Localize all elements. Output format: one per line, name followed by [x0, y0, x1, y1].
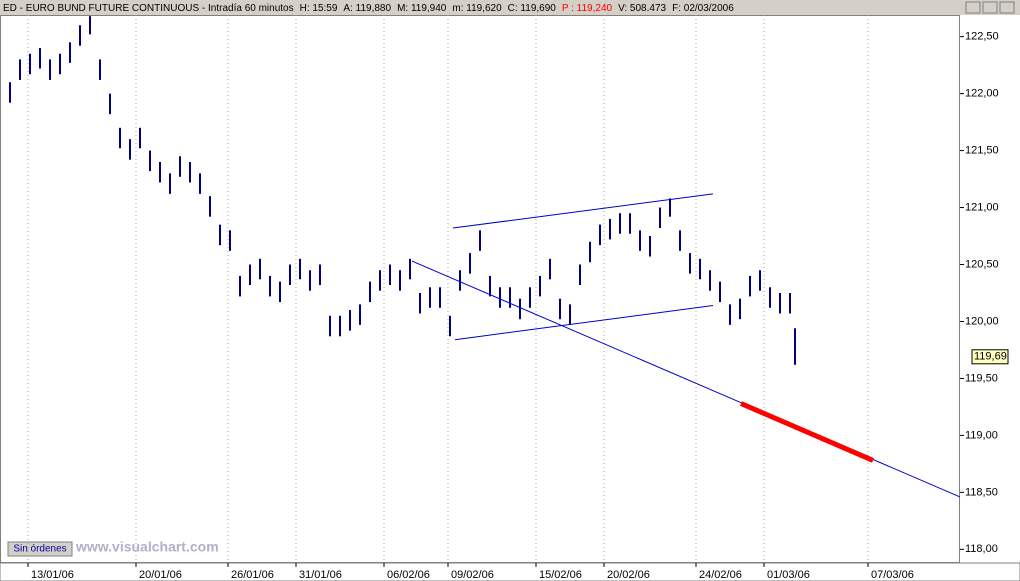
x-tick-label: 26/01/06 — [231, 569, 274, 581]
y-tick-label: 119,50 — [965, 372, 998, 384]
header-field: M: 119,940 — [397, 3, 447, 14]
orders-button[interactable] — [7, 541, 73, 557]
trend-line — [452, 193, 714, 229]
header-text: ED - EURO BUND FUTURE CONTINUOUS - Intra… — [3, 3, 734, 14]
header-field: A: 119,880 — [343, 3, 391, 14]
y-tick-label: 119,00 — [965, 429, 998, 441]
y-tick-label: 120,50 — [965, 258, 999, 270]
header-field: H: 15:59 — [300, 3, 338, 14]
trend-line — [740, 401, 874, 463]
x-axis-bar — [0, 562, 1020, 581]
y-tick-label: 122,50 — [965, 31, 999, 43]
y-tick-label: 118,50 — [965, 486, 998, 498]
header-field: F: 02/03/2006 — [672, 3, 734, 14]
header-title: ED - EURO BUND FUTURE CONTINUOUS - Intra… — [3, 3, 294, 14]
header-field: C: 119,690 — [508, 3, 557, 14]
y-tick-label: 121,00 — [965, 201, 999, 213]
x-tick-label: 15/02/06 — [539, 569, 582, 581]
x-tick-label: 06/02/06 — [387, 569, 430, 581]
y-tick-label: 120,00 — [965, 315, 999, 327]
watermark: www.visualchart.com — [75, 539, 219, 555]
close-button[interactable] — [999, 1, 1015, 14]
x-tick-label: 01/03/06 — [767, 569, 810, 581]
y-tick-label: 118,00 — [965, 543, 998, 555]
x-tick-label: 20/02/06 — [607, 569, 650, 581]
x-tick-label: 20/01/06 — [139, 569, 182, 581]
last-price-label: 119,69 — [974, 351, 1007, 363]
header-bar — [0, 0, 1020, 15]
x-tick-label: 24/02/06 — [699, 569, 742, 581]
x-tick-label: 09/02/06 — [451, 569, 494, 581]
header-field: P : 119,240 — [562, 3, 613, 14]
last-price-box — [971, 349, 1009, 365]
header-field: m: 119,620 — [452, 3, 502, 14]
maximize-button[interactable] — [982, 1, 998, 14]
orders-button-label[interactable]: Sin órdenes — [13, 544, 66, 555]
window-buttons — [965, 1, 1015, 14]
y-tick-label: 121,50 — [965, 144, 999, 156]
header-field: V: 508.473 — [618, 3, 666, 14]
trend-line — [454, 305, 714, 341]
x-tick-label: 13/01/06 — [31, 569, 74, 581]
x-tick-label: 07/03/06 — [871, 569, 914, 581]
y-tick-label: 122,00 — [965, 88, 999, 100]
x-tick-label: 31/01/06 — [299, 569, 342, 581]
minimize-button[interactable] — [965, 1, 981, 14]
